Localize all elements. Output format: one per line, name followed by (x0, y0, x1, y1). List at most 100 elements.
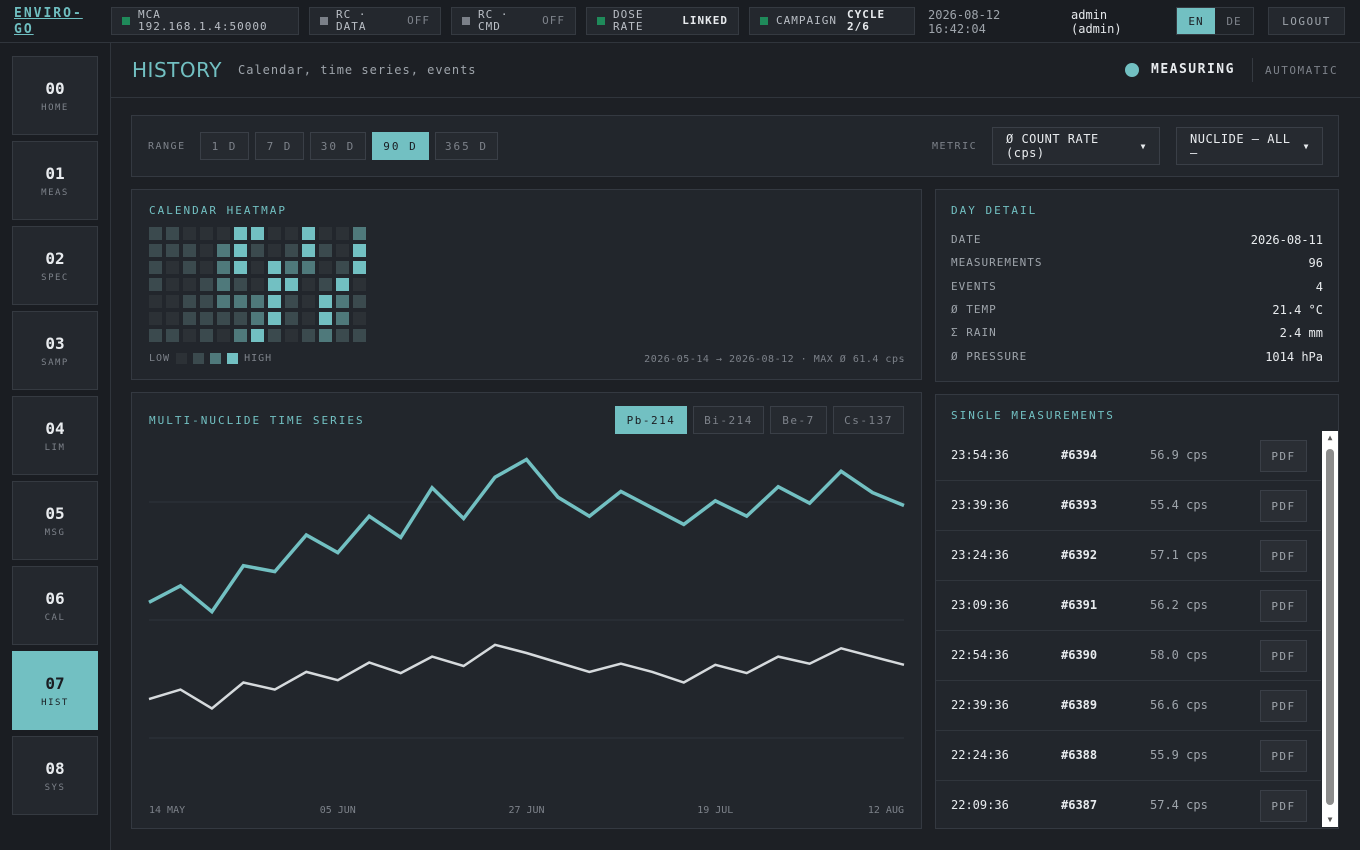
heatmap-day-cell[interactable] (234, 295, 247, 308)
heatmap-day-cell[interactable] (302, 278, 315, 291)
heatmap-day-cell[interactable] (302, 261, 315, 274)
heatmap-day-cell[interactable] (234, 278, 247, 291)
pdf-download-button[interactable]: PDF (1260, 490, 1307, 522)
heatmap-day-cell[interactable] (268, 244, 281, 257)
measurement-row[interactable]: 22:09:36 #6387 57.4 cps PDF (936, 781, 1321, 828)
sidebar-item-lim[interactable]: 04 LIM (12, 396, 98, 475)
sidebar-item-meas[interactable]: 01 MEAS (12, 141, 98, 220)
heatmap-day-cell[interactable] (149, 261, 162, 274)
heatmap-day-cell[interactable] (336, 278, 349, 291)
heatmap-day-cell[interactable] (251, 312, 264, 325)
heatmap-day-cell[interactable] (183, 261, 196, 274)
heatmap-day-cell[interactable] (166, 278, 179, 291)
heatmap-day-cell[interactable] (268, 312, 281, 325)
heatmap-day-cell[interactable] (149, 329, 162, 342)
heatmap-day-cell[interactable] (353, 295, 366, 308)
heatmap-day-cell[interactable] (268, 295, 281, 308)
heatmap-day-cell[interactable] (149, 312, 162, 325)
heatmap-day-cell[interactable] (234, 244, 247, 257)
scrollbar-thumb[interactable] (1326, 449, 1334, 805)
heatmap-day-cell[interactable] (268, 329, 281, 342)
heatmap-day-cell[interactable] (302, 329, 315, 342)
campaign-status[interactable]: CAMPAIGN CYCLE 2/6 (749, 7, 915, 35)
heatmap-day-cell[interactable] (336, 227, 349, 240)
range-1d-button[interactable]: 1 D (200, 132, 249, 160)
heatmap-day-cell[interactable] (200, 244, 213, 257)
pdf-download-button[interactable]: PDF (1260, 540, 1307, 572)
heatmap-day-cell[interactable] (217, 227, 230, 240)
scroll-down-arrow-icon[interactable]: ▼ (1327, 815, 1333, 824)
heatmap-day-cell[interactable] (200, 312, 213, 325)
heatmap-day-cell[interactable] (319, 261, 332, 274)
heatmap-day-cell[interactable] (200, 261, 213, 274)
sidebar-item-home[interactable]: 00 HOME (12, 56, 98, 135)
heatmap-day-cell[interactable] (285, 261, 298, 274)
heatmap-day-cell[interactable] (336, 312, 349, 325)
measurement-row[interactable]: 23:39:36 #6393 55.4 cps PDF (936, 481, 1321, 531)
heatmap-day-cell[interactable] (183, 227, 196, 240)
heatmap-day-cell[interactable] (251, 329, 264, 342)
sidebar-item-spec[interactable]: 02 SPEC (12, 226, 98, 305)
heatmap-day-cell[interactable] (183, 295, 196, 308)
heatmap-day-cell[interactable] (319, 312, 332, 325)
heatmap-day-cell[interactable] (234, 261, 247, 274)
pdf-download-button[interactable]: PDF (1260, 440, 1307, 472)
heatmap-day-cell[interactable] (183, 312, 196, 325)
measurement-row[interactable]: 23:54:36 #6394 56.9 cps PDF (936, 431, 1321, 481)
pdf-download-button[interactable]: PDF (1260, 740, 1307, 772)
measurement-row[interactable]: 22:54:36 #6390 58.0 cps PDF (936, 631, 1321, 681)
heatmap-day-cell[interactable] (200, 329, 213, 342)
nuclide-tab-cs137[interactable]: Cs-137 (833, 406, 904, 434)
heatmap-day-cell[interactable] (285, 227, 298, 240)
heatmap-day-cell[interactable] (234, 312, 247, 325)
heatmap-day-cell[interactable] (285, 278, 298, 291)
rc-cmd-status[interactable]: RC · CMD OFF (451, 7, 576, 35)
pdf-download-button[interactable]: PDF (1260, 790, 1307, 822)
mca-connection-status[interactable]: MCA 192.168.1.4:50000 (111, 7, 299, 35)
nuclide-tab-bi214[interactable]: Bi-214 (693, 406, 764, 434)
app-logo[interactable]: ENVIRO-GO (14, 6, 83, 37)
range-90d-button[interactable]: 90 D (372, 132, 429, 160)
sidebar-item-sys[interactable]: 08 SYS (12, 736, 98, 815)
pdf-download-button[interactable]: PDF (1260, 690, 1307, 722)
heatmap-day-cell[interactable] (234, 227, 247, 240)
heatmap-day-cell[interactable] (200, 295, 213, 308)
lang-de-button[interactable]: DE (1215, 8, 1253, 34)
pdf-download-button[interactable]: PDF (1260, 640, 1307, 672)
heatmap-day-cell[interactable] (251, 295, 264, 308)
measurement-row[interactable]: 23:24:36 #6392 57.1 cps PDF (936, 531, 1321, 581)
measurement-row[interactable]: 22:39:36 #6389 56.6 cps PDF (936, 681, 1321, 731)
heatmap-day-cell[interactable] (268, 227, 281, 240)
heatmap-day-cell[interactable] (183, 278, 196, 291)
scroll-up-arrow-icon[interactable]: ▲ (1327, 433, 1333, 442)
heatmap-day-cell[interactable] (200, 278, 213, 291)
lang-en-button[interactable]: EN (1177, 8, 1215, 34)
heatmap-day-cell[interactable] (166, 244, 179, 257)
heatmap-day-cell[interactable] (166, 329, 179, 342)
heatmap-day-cell[interactable] (183, 329, 196, 342)
range-365d-button[interactable]: 365 D (435, 132, 498, 160)
heatmap-day-cell[interactable] (217, 329, 230, 342)
heatmap-day-cell[interactable] (285, 312, 298, 325)
heatmap-day-cell[interactable] (251, 278, 264, 291)
pdf-download-button[interactable]: PDF (1260, 590, 1307, 622)
measurement-row[interactable]: 22:24:36 #6388 55.9 cps PDF (936, 731, 1321, 781)
dose-rate-status[interactable]: DOSE RATE LINKED (586, 7, 739, 35)
heatmap-day-cell[interactable] (353, 312, 366, 325)
heatmap-day-cell[interactable] (166, 295, 179, 308)
heatmap-day-cell[interactable] (353, 329, 366, 342)
nuclide-tab-be7[interactable]: Be-7 (770, 406, 827, 434)
heatmap-day-cell[interactable] (319, 227, 332, 240)
heatmap-day-cell[interactable] (319, 278, 332, 291)
heatmap-day-cell[interactable] (268, 261, 281, 274)
measurements-scrollbar[interactable]: ▲ ▼ (1322, 431, 1338, 827)
logout-button[interactable]: LOGOUT (1268, 7, 1345, 35)
heatmap-day-cell[interactable] (353, 261, 366, 274)
heatmap-day-cell[interactable] (285, 295, 298, 308)
metric-select[interactable]: Ø COUNT RATE (cps) ▼ (992, 127, 1160, 165)
heatmap-day-cell[interactable] (251, 244, 264, 257)
heatmap-day-cell[interactable] (217, 278, 230, 291)
sidebar-item-cal[interactable]: 06 CAL (12, 566, 98, 645)
heatmap-day-cell[interactable] (302, 295, 315, 308)
heatmap-day-cell[interactable] (353, 227, 366, 240)
